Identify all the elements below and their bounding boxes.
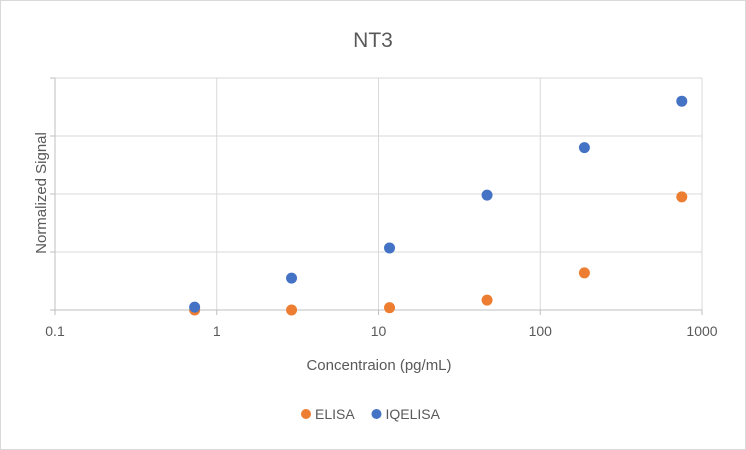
data-point-iqelisa [578,142,590,154]
x-tick-label: 1000 [686,323,717,339]
axes [50,77,703,315]
x-tick-label: 10 [371,323,387,339]
data-point-elisa [481,294,493,306]
series-iqelisa [189,95,688,313]
legend-entry-elisa: ELISA [301,406,355,422]
data-point-iqelisa [676,95,688,107]
data-point-elisa [286,304,298,316]
x-tick-label: 100 [529,323,553,339]
chart-title: NT3 [353,29,393,52]
legend-label: ELISA [315,406,355,422]
legend-entry-iqelisa: IQELISA [371,406,441,422]
legend: ELISA IQELISA [301,406,441,422]
x-tick-label: 0.1 [45,323,65,339]
legend-marker [371,409,382,419]
legend-label: IQELISA [386,406,441,422]
legend-marker [301,409,311,419]
x-tick-labels: 0.1 1 10 100 1000 [45,323,718,339]
grid [54,77,703,310]
data-point-iqelisa [481,189,493,201]
data-points [189,95,688,316]
x-tick-label: 1 [213,323,221,339]
data-point-iqelisa [384,242,396,254]
data-point-iqelisa [189,301,201,313]
series-elisa [189,191,688,316]
data-point-elisa [676,191,688,203]
x-axis-label: Concentraion (pg/mL) [306,357,451,374]
y-axis-label: Normalized Signal [33,132,50,254]
data-point-elisa [384,302,396,314]
data-point-elisa [578,267,590,279]
data-point-iqelisa [286,272,298,284]
